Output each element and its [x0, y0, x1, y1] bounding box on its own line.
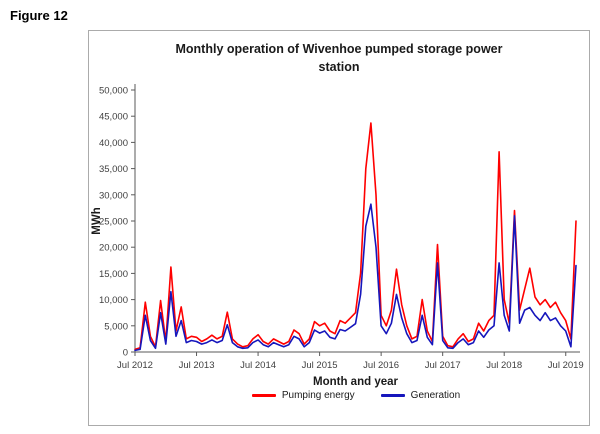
x-tick-label: Jul 2017 [425, 360, 461, 371]
chart-title-line1: Monthly operation of Wivenhoe pumped sto… [175, 42, 503, 56]
x-tick-label: Jul 2012 [117, 360, 153, 371]
series-generation [134, 203, 577, 352]
y-tick-label: 50,000 [99, 86, 128, 97]
x-tick-label: Jul 2013 [179, 360, 215, 371]
legend-item-generation: Generation [380, 390, 461, 402]
series-pumping-energy [134, 122, 577, 351]
figure-label: Figure 12 [10, 8, 68, 23]
y-tick-label: 15,000 [99, 269, 128, 280]
chart-container: Monthly operation of Wivenhoe pumped sto… [88, 30, 590, 426]
legend-item-pumping-energy: Pumping energy [251, 390, 355, 402]
chart-legend: Pumping energy Generation [123, 390, 589, 401]
y-tick-label: 25,000 [99, 217, 128, 228]
chart-title: Monthly operation of Wivenhoe pumped sto… [89, 40, 589, 76]
y-axis-label: MWh [91, 208, 103, 235]
legend-label-pumping-energy: Pumping energy [281, 390, 355, 402]
y-tick-label: 0 [123, 348, 128, 359]
x-tick-label: Jul 2016 [363, 360, 399, 371]
x-axis-label: Month and year [313, 376, 399, 388]
x-tick-label: Jul 2018 [486, 360, 522, 371]
x-tick-label: Jul 2015 [302, 360, 338, 371]
x-tick-label: Jul 2019 [548, 360, 584, 371]
y-tick-label: 35,000 [99, 164, 128, 175]
line-chart: 0 5,000 10,000 15,000 20,000 25,000 30,000 35,0… [91, 84, 584, 388]
chart-title-line2: station [318, 60, 360, 75]
y-tick-label: 10,000 [99, 295, 128, 306]
y-tick-label: 40,000 [99, 138, 128, 149]
generation-line-icon [380, 394, 405, 398]
x-tick-label: Jul 2014 [240, 360, 276, 371]
pumping-energy-line-icon [251, 394, 276, 398]
legend-label-generation: Generation [410, 390, 461, 402]
y-tick-label: 5,000 [104, 322, 128, 333]
y-tick-label: 30,000 [99, 191, 128, 202]
y-tick-label: 45,000 [99, 112, 128, 123]
y-tick-label: 20,000 [99, 243, 128, 254]
